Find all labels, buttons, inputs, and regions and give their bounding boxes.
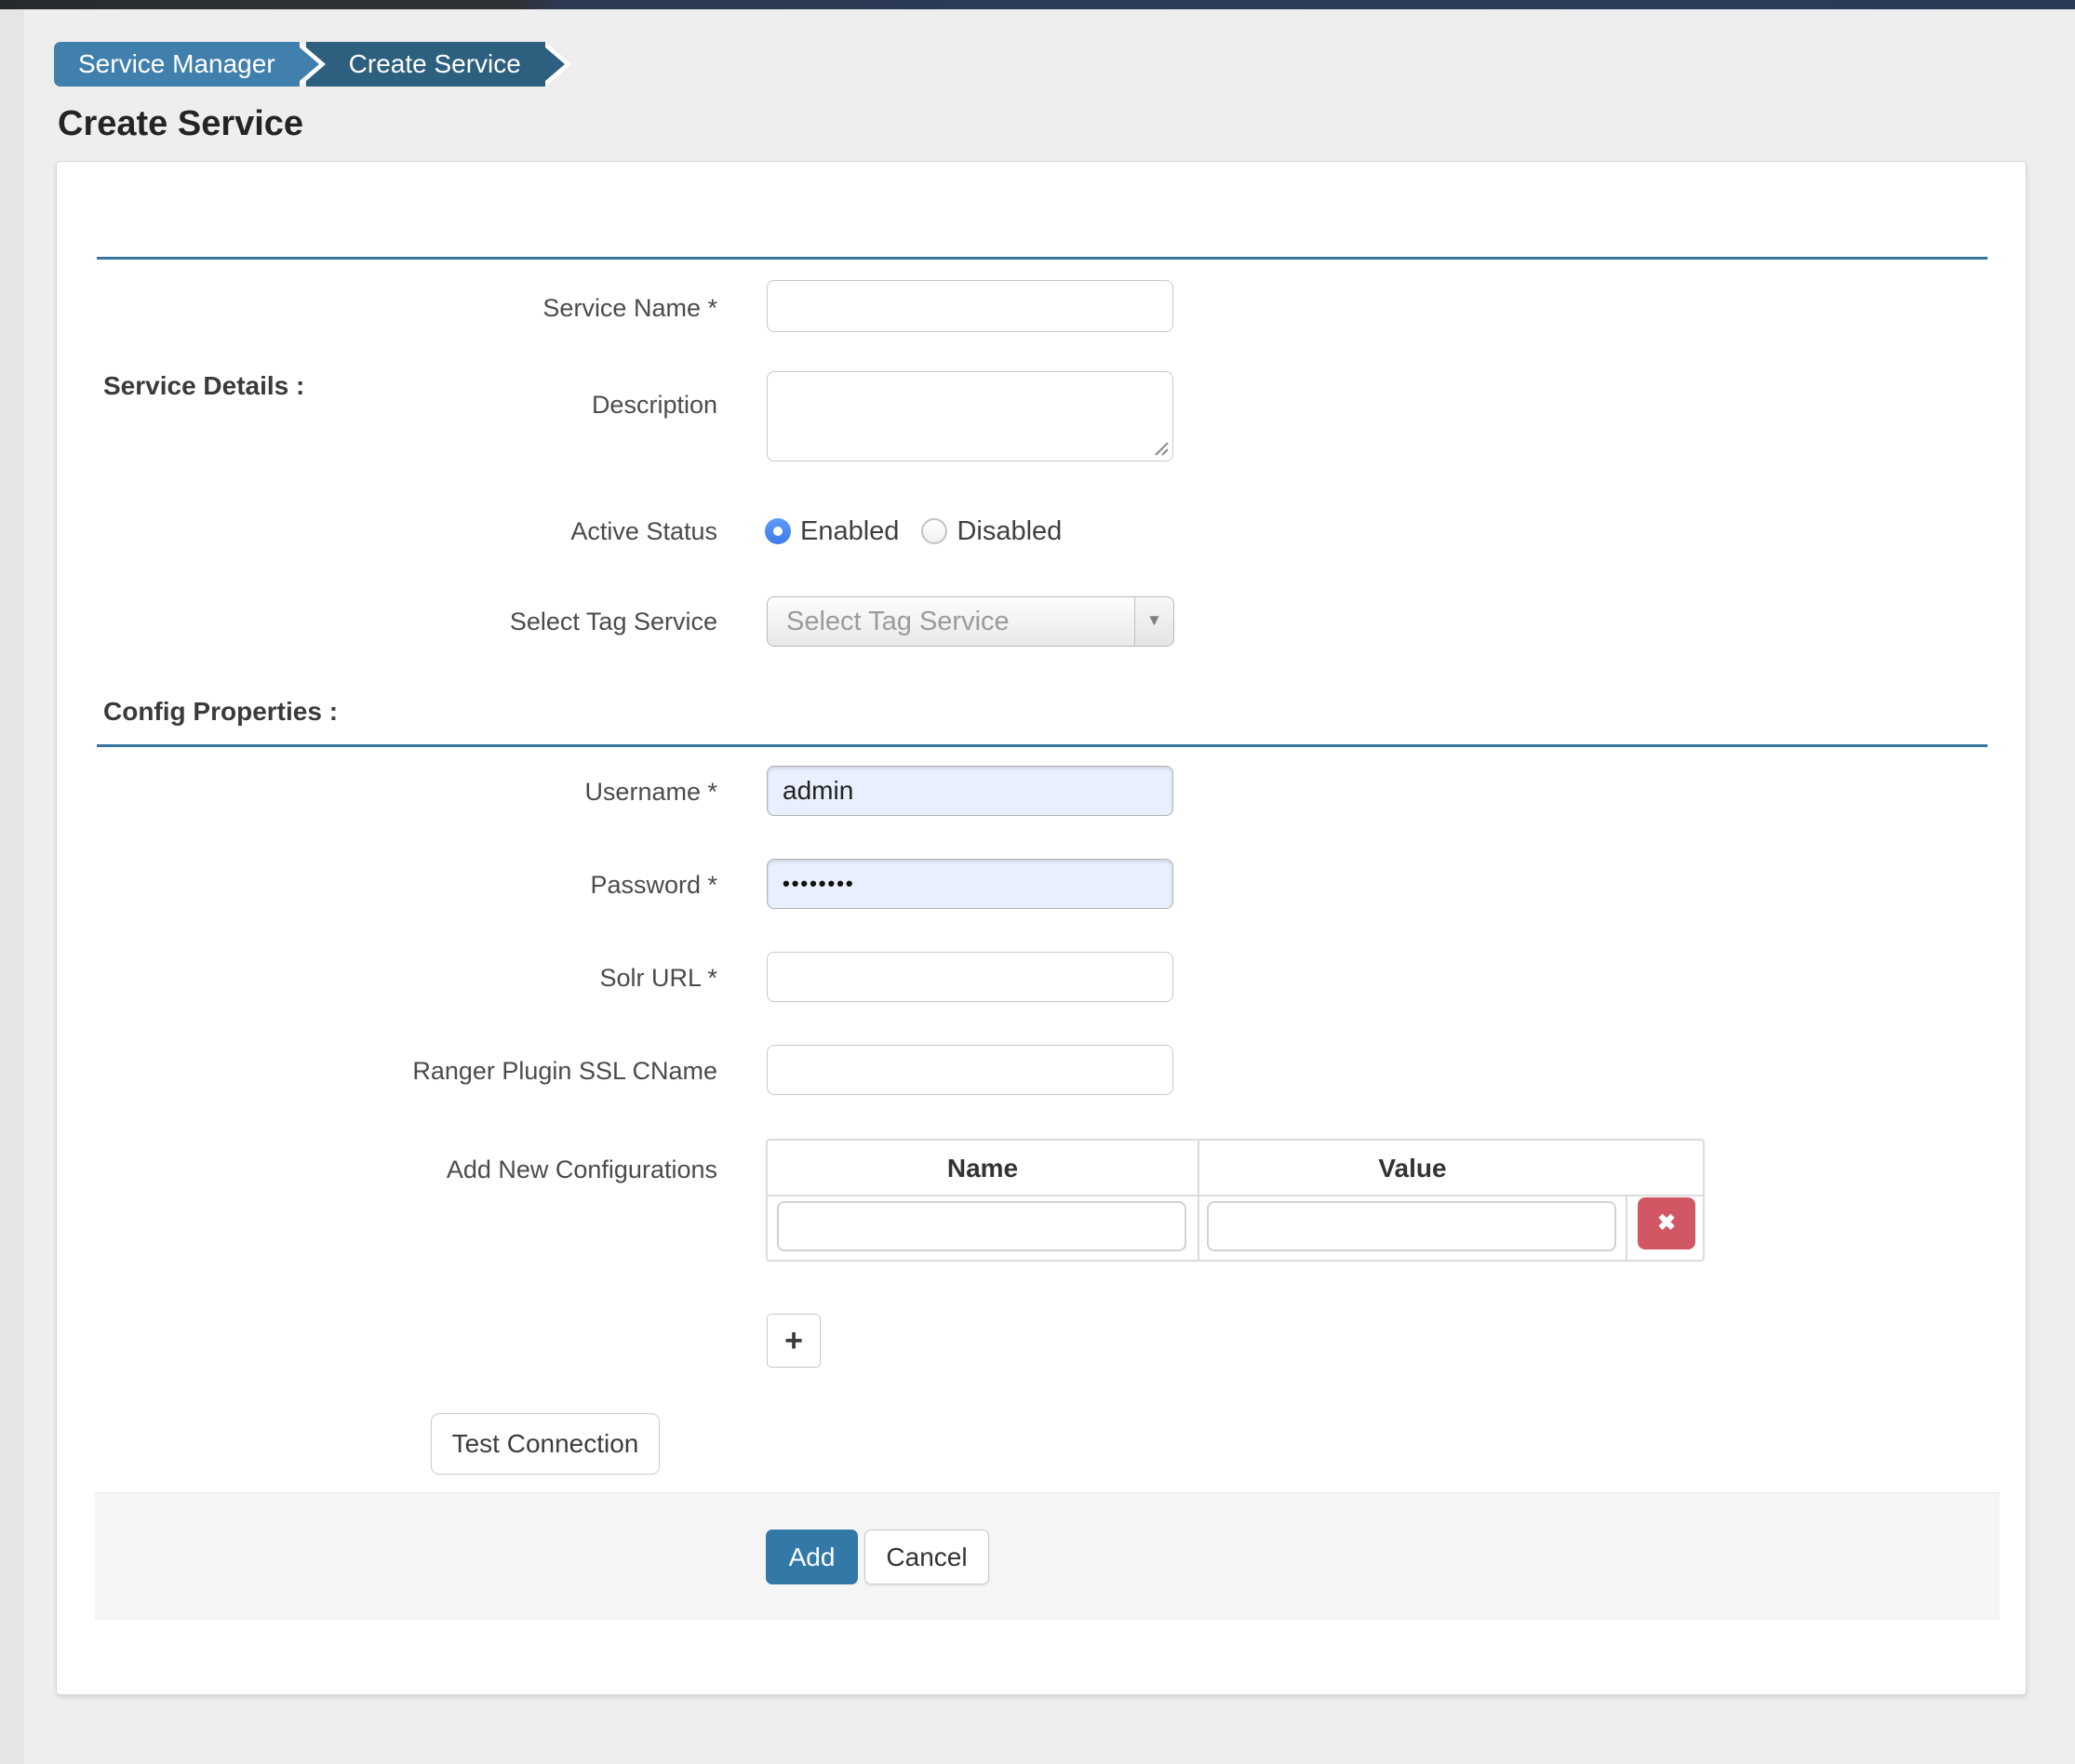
username-label: Username *: [584, 778, 717, 806]
active-status-label: Active Status: [570, 517, 717, 545]
description-textarea[interactable]: [767, 371, 1173, 461]
dropdown-arrow-button[interactable]: ▼: [1134, 597, 1173, 646]
breadcrumb-service-manager[interactable]: Service Manager: [54, 42, 326, 87]
page-title: Create Service: [58, 104, 304, 143]
active-status-disabled-radio[interactable]: [921, 518, 948, 544]
form-footer: Add Cancel: [95, 1492, 2000, 1620]
chevron-down-icon: ▼: [1146, 611, 1162, 629]
config-value-input[interactable]: [1207, 1201, 1616, 1251]
new-configurations-table: Name Value ✖: [766, 1139, 1705, 1262]
select-tag-service-dropdown[interactable]: Select Tag Service ▼: [767, 596, 1174, 647]
config-name-input[interactable]: [777, 1201, 1186, 1251]
add-config-row-button[interactable]: +: [767, 1314, 821, 1368]
password-label: Password *: [590, 871, 717, 899]
service-details-divider: [97, 257, 1988, 260]
breadcrumb-create-service[interactable]: Create Service: [305, 42, 572, 87]
username-input[interactable]: [767, 766, 1173, 816]
active-status-disabled-label[interactable]: Disabled: [957, 515, 1063, 546]
select-tag-service-label: Select Tag Service: [509, 608, 717, 635]
table-column-divider: [1198, 1141, 1199, 1260]
textarea-resize-handle[interactable]: [1152, 439, 1169, 456]
solr-url-label: Solr URL *: [599, 964, 717, 992]
ranger-plugin-ssl-cname-label: Ranger Plugin SSL CName: [412, 1057, 717, 1085]
config-properties-heading: Config Properties :: [103, 697, 339, 726]
config-name-header: Name: [946, 1154, 1019, 1183]
page-left-gutter: [0, 9, 24, 1764]
add-new-configurations-label: Add New Configurations: [446, 1156, 717, 1183]
test-connection-button[interactable]: Test Connection: [431, 1413, 660, 1475]
active-status-enabled-radio[interactable]: [765, 518, 791, 544]
active-status-radio-group: Enabled Disabled: [765, 515, 1084, 546]
delete-config-row-button[interactable]: ✖: [1638, 1197, 1695, 1250]
select-tag-service-placeholder: Select Tag Service: [786, 607, 1010, 636]
table-action-divider: [1626, 1195, 1627, 1260]
password-input[interactable]: [767, 859, 1173, 909]
config-value-header: Value: [1378, 1154, 1447, 1183]
description-label: Description: [591, 391, 717, 419]
cancel-button[interactable]: Cancel: [864, 1530, 989, 1584]
ranger-plugin-ssl-cname-input[interactable]: [767, 1045, 1173, 1095]
active-status-enabled-label[interactable]: Enabled: [800, 515, 900, 546]
config-properties-divider: [97, 744, 1988, 747]
service-name-label: Service Name *: [542, 294, 717, 322]
table-header-divider: [768, 1195, 1703, 1196]
service-name-input[interactable]: [767, 280, 1173, 332]
browser-chrome-edge: [0, 0, 2075, 9]
breadcrumb: Service Manager Create Service: [54, 42, 572, 87]
service-details-heading: Service Details :: [103, 371, 305, 400]
create-service-form-panel: Service Details : Service Name * Descrip…: [56, 161, 2027, 1695]
solr-url-input[interactable]: [767, 952, 1173, 1002]
add-button[interactable]: Add: [766, 1530, 858, 1584]
